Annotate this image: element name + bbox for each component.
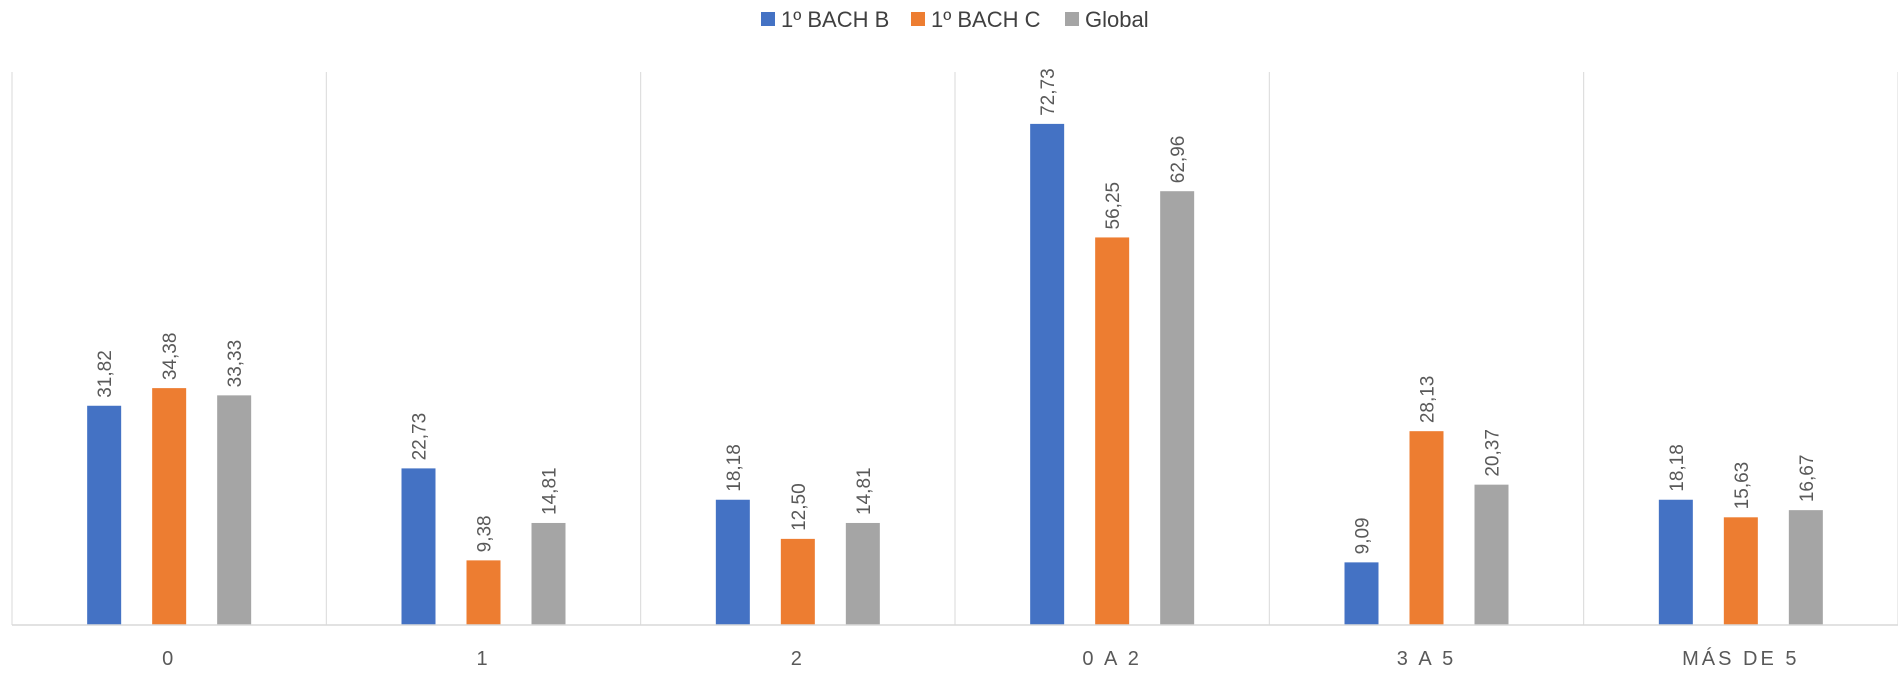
bar (1723, 517, 1758, 625)
data-label: 62,96 (1168, 136, 1189, 184)
bar (217, 395, 252, 625)
data-labels: 31,82 34,38 33,33 22,73 9,38 14,81 18,18 12,50 1… (95, 68, 1818, 554)
bar (1788, 510, 1823, 625)
x-tick-label: 0 (162, 648, 176, 670)
legend-swatch (761, 12, 775, 26)
bar (401, 468, 436, 625)
data-label: 16,67 (1797, 455, 1818, 503)
data-label: 14,81 (854, 467, 875, 515)
data-label: 34,38 (160, 333, 181, 381)
data-label: 22,73 (410, 413, 431, 461)
bar (715, 499, 750, 625)
category-separators (11, 72, 1898, 625)
bar-series (87, 123, 1823, 626)
x-axis-tick-labels: 0 1 2 0 A 2 3 A 5 MÁS DE 5 (162, 647, 1799, 670)
bar (1409, 431, 1444, 625)
bar (87, 405, 122, 625)
x-tick-label: 0 A 2 (1082, 648, 1142, 670)
data-label: 33,33 (225, 340, 246, 388)
data-label: 72,73 (1038, 68, 1059, 116)
bar (1030, 123, 1065, 626)
x-tick-label: 3 A 5 (1397, 648, 1457, 670)
bar (1095, 237, 1130, 625)
data-label: 28,13 (1418, 376, 1439, 424)
legend-swatch (1065, 12, 1079, 26)
data-label: 9,09 (1353, 517, 1374, 554)
data-label: 56,25 (1103, 182, 1124, 230)
data-label: 20,37 (1483, 429, 1504, 477)
data-label: 9,38 (475, 515, 496, 552)
bar (1160, 191, 1195, 625)
x-tick-label: MÁS DE 5 (1682, 647, 1799, 670)
legend-label: Global (1085, 7, 1149, 32)
data-label: 18,18 (1667, 444, 1688, 492)
bar (1474, 484, 1509, 625)
data-label: 18,18 (724, 444, 745, 492)
chart-legend: 1º BACH B 1º BACH C Global (761, 7, 1149, 32)
x-tick-label: 2 (791, 648, 805, 670)
data-label: 12,50 (789, 483, 810, 531)
data-label: 31,82 (95, 350, 116, 398)
bar (531, 522, 566, 625)
legend-label: 1º BACH B (781, 7, 889, 32)
bar (466, 560, 501, 625)
bar (1344, 562, 1379, 625)
data-label: 15,63 (1732, 462, 1753, 510)
bar (845, 522, 880, 625)
bar (1658, 499, 1693, 625)
legend-swatch (911, 12, 925, 26)
bar (780, 538, 815, 625)
bar (152, 388, 187, 625)
data-label: 14,81 (540, 467, 561, 515)
legend-label: 1º BACH C (931, 7, 1041, 32)
x-tick-label: 1 (476, 648, 490, 670)
